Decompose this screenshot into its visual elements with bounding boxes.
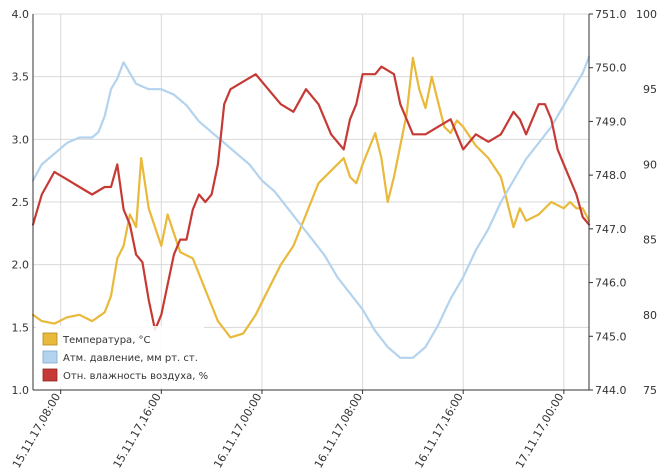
y-right2-tick-label: 95 <box>643 83 657 96</box>
legend-item-humidity[interactable]: Отн. влажность воздуха, % <box>42 368 208 382</box>
legend-swatch-pressure <box>42 350 58 364</box>
legend-label-pressure: Атм. давление, мм рт. ст. <box>63 353 198 364</box>
legend-item-temperature[interactable]: Температура, °C <box>42 332 151 346</box>
y-left-tick-label: 1.0 <box>12 384 30 397</box>
y-right1-tick-label: 744.0 <box>595 384 627 397</box>
y-left-tick-label: 3.5 <box>12 71 30 84</box>
y-right2-tick-label: 85 <box>643 234 657 247</box>
x-tick-label: 16.11.17,00:00 <box>211 391 264 470</box>
y-right1-tick-label: 750.0 <box>595 62 627 75</box>
y-left-tick-label: 4.0 <box>12 8 30 21</box>
y-left-tick-label: 2.0 <box>12 259 30 272</box>
x-tick-label: 17.11.17,00:00 <box>513 391 566 470</box>
x-tick-label: 15.11.17,08:00 <box>10 391 63 470</box>
y-right2-tick-label: 80 <box>643 309 657 322</box>
y-right1-tick-label: 746.0 <box>595 277 627 290</box>
y-right1-tick-label: 747.0 <box>595 223 627 236</box>
y-left-tick-label: 3.0 <box>12 133 30 146</box>
y-right1-tick-label: 745.0 <box>595 330 627 343</box>
legend-swatch-temperature <box>42 332 58 346</box>
grid <box>33 13 589 391</box>
legend-item-pressure[interactable]: Атм. давление, мм рт. ст. <box>42 350 198 364</box>
legend: Температура, °C Атм. давление, мм рт. ст… <box>36 326 208 388</box>
x-tick-label: 16.11.17,16:00 <box>412 391 465 470</box>
y-right2-tick-label: 90 <box>643 158 657 171</box>
series-layer <box>31 55 591 359</box>
series-line-2 <box>31 65 591 331</box>
axes-layer <box>32 14 590 391</box>
y-left-tick-label: 1.5 <box>12 321 30 334</box>
y-left-tick-label: 2.5 <box>12 196 30 209</box>
y-right1-tick-label: 748.0 <box>595 169 627 182</box>
y-right1-tick-label: 749.0 <box>595 115 627 128</box>
legend-box <box>36 326 204 388</box>
x-tick-label: 16.11.17,08:00 <box>312 391 365 470</box>
series-line-1 <box>31 55 591 359</box>
y-right2-tick-label: 75 <box>643 384 657 397</box>
legend-swatch-humidity <box>42 368 58 382</box>
x-tick-label: 15.11.17,16:00 <box>111 391 164 470</box>
y-right1-tick-label: 751.0 <box>595 8 627 21</box>
y-right2-tick-label: 100 <box>636 8 657 21</box>
legend-label-humidity: Отн. влажность воздуха, % <box>63 371 208 382</box>
legend-label-temperature: Температура, °C <box>62 335 151 346</box>
